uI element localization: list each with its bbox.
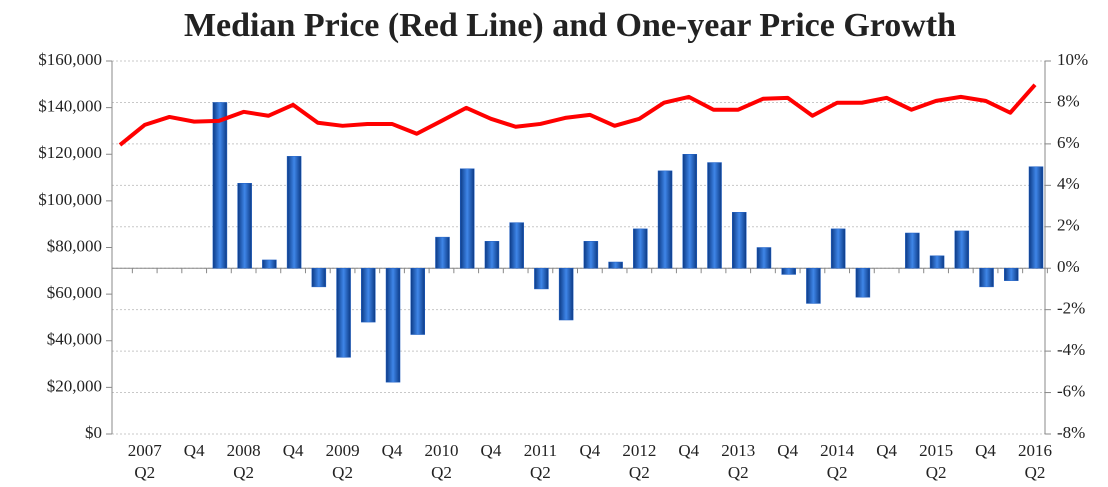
y2-tick-label: -2%: [1057, 299, 1085, 318]
bar: [756, 247, 772, 269]
bar: [682, 154, 698, 269]
bar: [336, 267, 351, 358]
bar: [954, 230, 970, 269]
bar: [311, 267, 327, 288]
y-tick-label: $100,000: [38, 190, 102, 209]
bar: [1028, 166, 1044, 269]
bar: [633, 228, 648, 269]
y2-tick-label: 10%: [1057, 50, 1088, 69]
bar: [459, 168, 475, 269]
bar: [979, 267, 994, 288]
x-tick-label: 2012 Q2: [622, 441, 656, 482]
y2-tick-label: 6%: [1057, 133, 1080, 152]
x-tick-label: 2015 Q2: [919, 441, 953, 482]
bar: [509, 222, 524, 269]
y2-tick-label: 0%: [1057, 257, 1080, 276]
x-tick-label: Q4: [876, 441, 897, 460]
bar: [1004, 267, 1019, 281]
y2-tick-label: -8%: [1057, 423, 1085, 442]
bar: [583, 241, 599, 269]
x-tick-label: 2010 Q2: [424, 441, 458, 482]
bar: [484, 241, 500, 269]
bar: [534, 267, 549, 290]
y-tick-label: $120,000: [38, 143, 102, 162]
bar: [806, 267, 821, 304]
bar: [410, 267, 426, 335]
bar: [707, 162, 722, 269]
bar: [929, 255, 945, 269]
x-tick-label: 2014 Q2: [820, 441, 855, 482]
bar: [855, 267, 871, 298]
bar: [262, 259, 277, 269]
y-tick-label: $140,000: [38, 97, 102, 116]
x-tick-label: Q4: [777, 441, 798, 460]
y2-tick-label: 8%: [1057, 91, 1080, 110]
x-tick-label: 2011 Q2: [524, 441, 557, 482]
x-tick-label: Q4: [579, 441, 600, 460]
bar: [286, 156, 302, 269]
bar: [781, 267, 796, 275]
x-tick-label: 2009 Q2: [326, 441, 360, 482]
y-tick-label: $40,000: [47, 330, 102, 349]
bar: [608, 261, 623, 269]
y2-tick-label: 2%: [1057, 216, 1080, 235]
bar: [731, 212, 747, 269]
y-tick-label: $20,000: [47, 376, 102, 395]
x-tick-label: 2007 Q2: [128, 441, 163, 482]
bar: [435, 236, 450, 269]
bar: [385, 267, 401, 383]
x-tick-label: Q4: [678, 441, 699, 460]
y-tick-label: $160,000: [38, 50, 102, 69]
y-tick-label: $80,000: [47, 236, 102, 255]
bar: [361, 267, 376, 323]
y-tick-label: $60,000: [47, 283, 102, 302]
line: [118, 83, 1037, 147]
x-tick-label: Q4: [975, 441, 996, 460]
x-tick-label: 2013 Q2: [721, 441, 755, 482]
x-tick-label: 2016 Q2: [1018, 441, 1052, 482]
x-tick-label: Q4: [481, 441, 502, 460]
x-tick-label: Q4: [382, 441, 403, 460]
y-tick-label: $0: [85, 423, 102, 442]
bar: [830, 228, 846, 269]
y2-tick-label: -6%: [1057, 381, 1085, 400]
bar: [237, 183, 252, 269]
bar: [657, 170, 673, 269]
x-tick-label: Q4: [283, 441, 304, 460]
bar: [558, 267, 574, 321]
bar: [905, 232, 920, 269]
x-tick-label: 2008 Q2: [227, 441, 261, 482]
x-tick-label: Q4: [184, 441, 205, 460]
y2-tick-label: -4%: [1057, 340, 1085, 359]
bar: [212, 102, 228, 269]
y2-tick-label: 4%: [1057, 174, 1080, 193]
chart-title: Median Price (Red Line) and One-year Pri…: [184, 7, 956, 44]
